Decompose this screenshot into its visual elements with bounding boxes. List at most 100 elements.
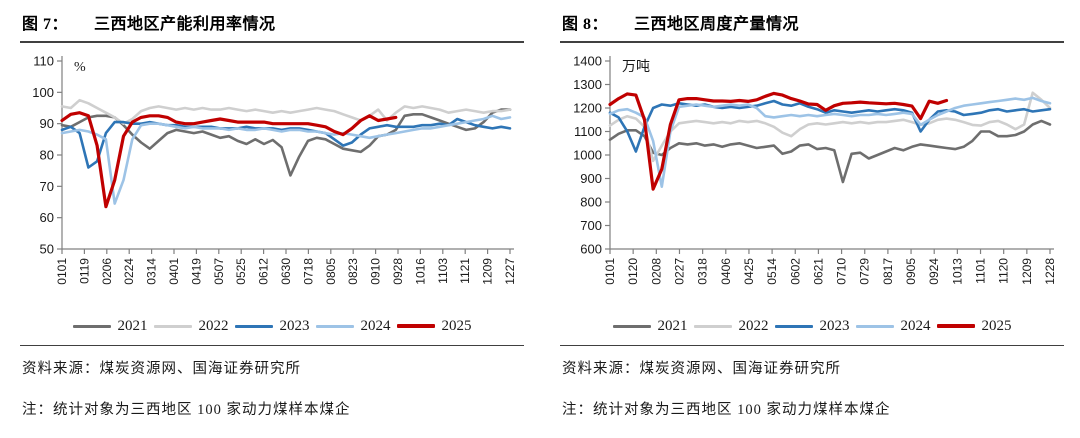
x-tick-label: 1227 <box>503 258 517 285</box>
series-line-2021 <box>608 119 1052 184</box>
legend-item-2023: 2023 <box>774 318 850 335</box>
x-tick-label: 0910 <box>369 258 383 285</box>
x-tick-label: 1016 <box>413 258 427 285</box>
x-tick-label: 0120 <box>626 258 640 285</box>
figure7-divider-line <box>20 345 524 346</box>
figure7-legend: 2021 2022 2023 2024 2025 <box>20 315 524 337</box>
chart-svg-0: 50 60 70 80 90 100 110 0101 0119 0206 0224 0314 0401… <box>32 54 517 285</box>
legend-item-2022: 2022 <box>693 317 769 335</box>
figure8-caption: 图 8： 三西地区周度产量情况 <box>560 6 1064 43</box>
x-tick-label: 0101 <box>603 258 617 285</box>
series-line-2024 <box>60 114 512 205</box>
legend-item-2024: 2024 <box>855 317 931 335</box>
x-tick-label: 0905 <box>904 258 918 285</box>
figure8-divider-line <box>560 345 1064 346</box>
legend-item-2021: 2021 <box>612 317 688 335</box>
figure8-panel: 图 8： 三西地区周度产量情况 600 700 800 900 1000 1100 1200 1… <box>540 0 1080 438</box>
legend-label-2022: 2022 <box>738 317 769 334</box>
figure8-source-text: 资料来源：煤炭资源网、国海证券研究所 <box>562 361 841 377</box>
legend-label-2021: 2021 <box>117 317 148 334</box>
legend-swatch-2023 <box>234 324 273 328</box>
x-tick-label: 0419 <box>189 258 203 285</box>
series-line-2021 <box>60 108 512 177</box>
figure7-panel: 图 7： 三西地区产能利用率情况 50 60 70 80 90 100 110 0101 0119… <box>20 16 524 418</box>
figure7-title: 三西地区产能利用率情况 <box>94 16 276 33</box>
y-tick-label: 1200 <box>573 101 602 116</box>
legend-label-2025: 2025 <box>441 317 472 334</box>
x-tick-label: 1228 <box>1043 258 1057 285</box>
y-tick-label: 900 <box>580 171 602 186</box>
y-tick-label: 1000 <box>573 148 602 163</box>
figure8-legend: 2021 2022 2023 2024 2025 <box>560 315 1064 337</box>
y-tick-label: 110 <box>33 54 54 69</box>
y-tick-label: 50 <box>40 242 54 257</box>
legend-label-2024: 2024 <box>900 317 931 334</box>
chart-svg-1: 600 700 800 900 1000 1100 1200 1300 1400 0101 0120… <box>573 54 1057 285</box>
x-tick-label: 1209 <box>1020 258 1034 285</box>
y-tick-label: 700 <box>580 218 602 233</box>
legend-swatch-2025 <box>396 324 435 328</box>
legend-item-2023: 2023 <box>234 317 310 335</box>
x-tick-label: 0224 <box>122 258 136 285</box>
x-tick-label: 1209 <box>481 258 495 285</box>
legend-label-2024: 2024 <box>360 317 391 334</box>
x-tick-label: 0425 <box>742 258 756 285</box>
x-tick-label: 0621 <box>811 258 825 285</box>
x-tick-label: 0718 <box>301 258 315 285</box>
x-tick-label: 0406 <box>719 258 733 285</box>
series-line-2022 <box>608 91 1052 163</box>
y-tick-label: 60 <box>40 210 54 225</box>
legend-label-2025: 2025 <box>981 317 1012 334</box>
x-tick-label: 0227 <box>672 258 686 285</box>
x-tick-label: 0401 <box>167 258 181 285</box>
x-tick-label: 0823 <box>346 258 360 285</box>
y-tick-label: 80 <box>40 148 54 163</box>
x-tick-label: 1013 <box>950 258 964 285</box>
x-tick-label: 0514 <box>765 258 779 285</box>
figure8-number: 图 8： <box>562 16 609 33</box>
legend-swatch-2022 <box>693 324 732 328</box>
x-tick-label: 0206 <box>100 258 114 285</box>
x-tick-label: 0710 <box>835 258 849 285</box>
x-tick-label: 0525 <box>234 258 248 285</box>
figure8-note-text: 注：统计对象为三西地区 100 家动力煤样本煤企 <box>562 402 891 418</box>
legend-item-2025: 2025 <box>936 317 1012 335</box>
x-tick-label: 1120 <box>997 258 1011 284</box>
legend-swatch-2021 <box>612 324 651 328</box>
legend-item-2024: 2024 <box>315 317 391 335</box>
capacity-utilization-chart: 50 60 70 80 90 100 110 0101 0119 0206 0224 0314 0401… <box>20 49 524 315</box>
x-tick-label: 0208 <box>649 258 663 285</box>
x-tick-label: 0101 <box>55 258 69 285</box>
legend-swatch-2024 <box>315 324 354 328</box>
x-tick-label: 1103 <box>436 258 450 284</box>
legend-item-2025: 2025 <box>396 317 472 335</box>
weekly-output-chart: 600 700 800 900 1000 1100 1200 1300 1400 0101 0120… <box>560 49 1064 315</box>
series-line-2024 <box>608 96 1052 188</box>
x-tick-label: 0602 <box>788 258 802 285</box>
series-line-2025 <box>608 91 949 191</box>
figure8-title: 三西地区周度产量情况 <box>634 16 800 33</box>
x-tick-label: 0924 <box>927 258 941 285</box>
x-tick-label: 0817 <box>881 258 895 285</box>
y-tick-label: 1300 <box>573 77 602 92</box>
x-tick-label: 1101 <box>974 258 988 284</box>
x-tick-label: 1121 <box>458 258 472 284</box>
legend-label-2023: 2023 <box>279 317 310 334</box>
x-tick-label: 0119 <box>77 258 91 284</box>
legend-label-2022: 2022 <box>198 317 229 334</box>
legend-swatch-2024 <box>855 324 894 328</box>
figure7-number: 图 7： <box>22 16 69 33</box>
x-tick-label: 0805 <box>324 258 338 285</box>
legend-label-2021: 2021 <box>657 317 688 334</box>
y-tick-label: 800 <box>580 195 602 210</box>
x-tick-label: 0630 <box>279 258 293 285</box>
legend-swatch-2021 <box>72 324 111 328</box>
figure7-note-text: 注：统计对象为三西地区 100 家动力煤样本煤企 <box>22 402 351 418</box>
figure7-source-text: 资料来源：煤炭资源网、国海证券研究所 <box>22 361 301 377</box>
legend-swatch-2025 <box>936 324 975 328</box>
series-line-2023 <box>608 99 1052 153</box>
axis-unit-label: 万吨 <box>622 59 650 75</box>
x-tick-label: 0928 <box>391 258 405 285</box>
y-tick-label: 70 <box>40 179 54 194</box>
